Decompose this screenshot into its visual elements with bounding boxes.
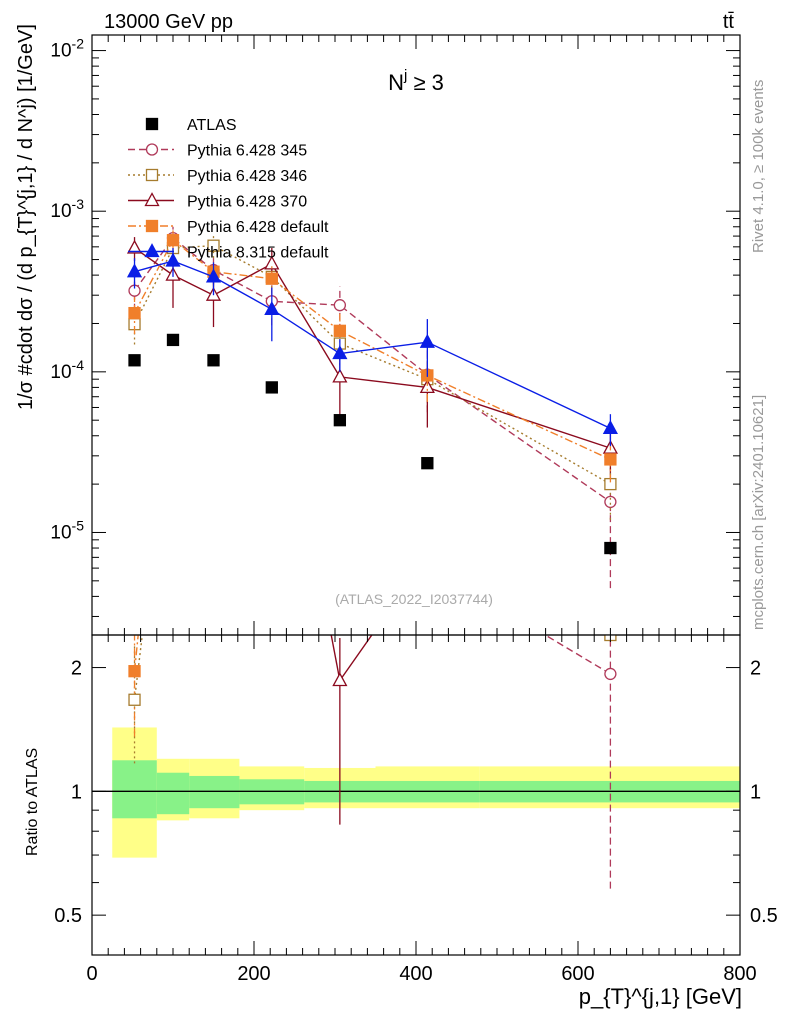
series-atlas [128, 333, 617, 555]
data-point [128, 306, 141, 320]
legend-item: Pythia 6.428 370 [128, 192, 307, 211]
ratio-y-tick-label: 1 [71, 781, 82, 803]
data-point [264, 255, 280, 270]
data-point [207, 354, 220, 367]
series-pythia-6-428-346 [128, 235, 617, 520]
ratio-point [128, 693, 141, 706]
series-pythia-6-428-370 [126, 237, 618, 473]
data-point [166, 333, 180, 347]
data-point [332, 368, 348, 383]
data-point [604, 495, 617, 509]
legend-marker [145, 168, 159, 182]
ratio-line [339, 635, 373, 681]
x-tick-label: 600 [561, 963, 594, 985]
data-point [333, 414, 347, 427]
rivet-label: Rivet 4.1.0, ≥ 100k events [750, 80, 767, 253]
data-point [265, 381, 278, 394]
y-tick-label: 10-5 [50, 517, 84, 543]
data-point [166, 234, 180, 247]
data-point [165, 252, 181, 267]
main-title: Nj ≥ 3 [388, 67, 444, 95]
data-point [419, 379, 435, 394]
ratio-point [128, 665, 141, 678]
band-inner [112, 760, 157, 819]
legend-label: Pythia 6.428 370 [187, 194, 307, 211]
data-point [265, 272, 278, 285]
data-point [421, 457, 434, 470]
x-axis-label: p_{T}^{j,1} [GeV] [579, 984, 742, 1009]
legend-marker [145, 117, 159, 131]
ratio-y-tick-label-right: 1 [750, 781, 761, 803]
ratio-y-tick-label: 0.5 [54, 905, 82, 927]
ratio-point [332, 672, 348, 687]
header-energy: 13000 GeV pp [104, 11, 233, 33]
data-point [604, 453, 617, 466]
x-tick-label: 800 [723, 963, 756, 985]
legend-item: Pythia 6.428 345 [128, 143, 307, 160]
data-point [205, 268, 222, 283]
series-pythia-6-428-345 [128, 226, 617, 589]
legend-label: Pythia 6.428 346 [187, 168, 307, 185]
y-tick-label: 10-3 [50, 196, 84, 222]
data-point [264, 300, 280, 315]
x-tick-label: 200 [237, 963, 270, 985]
series-line [134, 260, 611, 429]
x-tick-label: 400 [399, 963, 432, 985]
ratio-y-tick-label: 2 [71, 658, 82, 680]
ratio-line [543, 635, 611, 675]
data-point [333, 324, 347, 337]
data-point [419, 333, 435, 348]
data-point [332, 345, 348, 360]
ratio-point [604, 667, 617, 681]
data-point [333, 299, 347, 312]
legend-label: Pythia 8.315 default [187, 245, 329, 262]
band-inner [156, 772, 190, 815]
legend-marker [144, 192, 160, 207]
legend-marker [144, 243, 160, 258]
x-tick-label: 0 [86, 963, 97, 985]
legend-item: Pythia 6.428 default [128, 219, 329, 236]
y-axis-label: 1/σ #cdot dσ / (d p_{T}^{j,1} / d N^j) [… [15, 24, 37, 410]
data-point [207, 239, 220, 252]
watermark: (ATLAS_2022_I2037744) [335, 591, 493, 607]
data-point [604, 541, 617, 555]
legend-marker [145, 143, 159, 156]
legend-label: ATLAS [187, 117, 237, 134]
legend-item: Pythia 8.315 default [128, 243, 329, 262]
mcplots-label: mcplots.cern.ch [arXiv:2401.10621] [750, 395, 767, 630]
ratio-line [330, 635, 341, 681]
ratio-y-tick-label-right: 0.5 [750, 905, 778, 927]
legend-label: Pythia 6.428 default [187, 219, 329, 236]
series-pythia-6-428-default [128, 230, 617, 483]
data-point [126, 239, 143, 254]
legend-item: ATLAS [145, 117, 237, 134]
series-pythia-8-315-default [126, 248, 618, 447]
ratio-axis-label: Ratio to ATLAS [24, 748, 41, 856]
band-inner [189, 775, 240, 809]
series-line [133, 237, 611, 503]
data-point [128, 354, 141, 367]
ratio-line [133, 635, 139, 672]
legend-item: Pythia 6.428 346 [128, 168, 307, 185]
legend-marker [145, 219, 159, 233]
data-point [126, 263, 143, 278]
legend-label: Pythia 6.428 345 [187, 143, 307, 160]
legend: ATLAS Pythia 6.428 345 Pythia 6.428 346 Pyt… [128, 117, 329, 262]
header-process: tt̄ [723, 11, 735, 33]
y-tick-label: 10-4 [50, 357, 84, 383]
series-line [133, 244, 611, 485]
y-tick-label: 10-2 [50, 36, 84, 62]
ratio-y-tick-label-right: 2 [750, 658, 761, 680]
data-point [602, 419, 618, 434]
